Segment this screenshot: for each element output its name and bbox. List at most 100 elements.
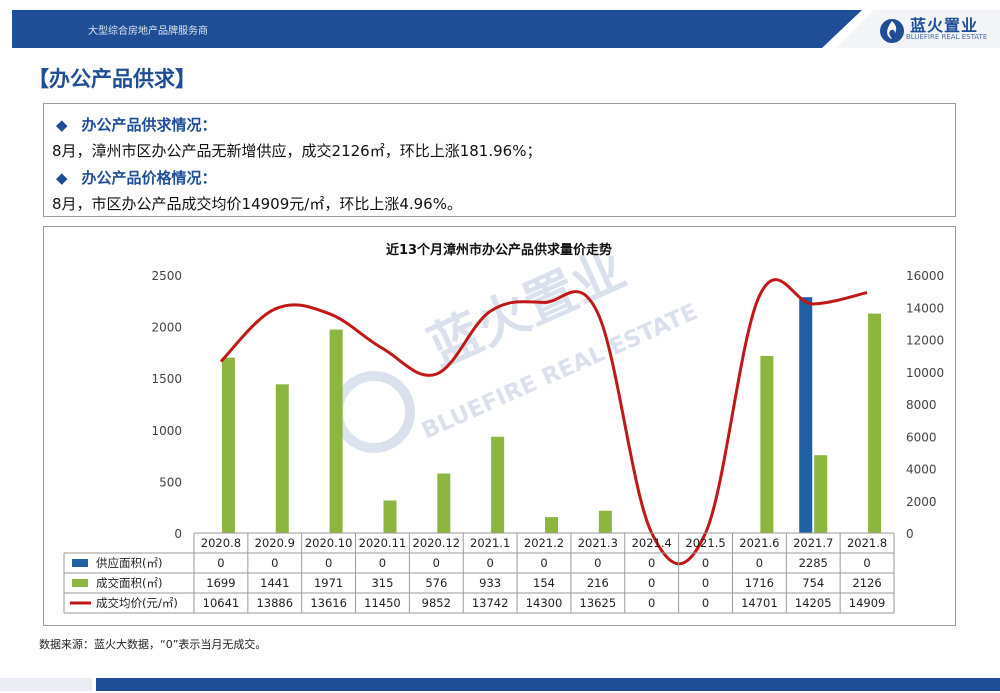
supply-heading-text: 办公产品供求情况： xyxy=(81,116,217,134)
price-line xyxy=(219,278,868,566)
table-cell: 0 xyxy=(863,556,870,570)
x-tick-label: 2021.3 xyxy=(578,536,618,550)
y-right-tick-label: 4000 xyxy=(906,463,937,477)
table-cell: 0 xyxy=(540,556,547,570)
y-right-tick-label: 2000 xyxy=(906,495,937,509)
x-tick-label: 2021.2 xyxy=(524,536,564,550)
table-cell: 315 xyxy=(371,576,393,590)
y-right-tick-label: 14000 xyxy=(906,301,944,315)
table-cell: 576 xyxy=(425,576,447,590)
deal-bar xyxy=(329,329,343,533)
series-label: 成交均价(元/㎡) xyxy=(96,596,178,610)
data-source-note: 数据来源：蓝火大数据，“0”表示当月无成交。 xyxy=(39,638,267,651)
y-right-tick-label: 16000 xyxy=(906,269,944,283)
table-cell: 13625 xyxy=(580,596,617,610)
y-left-tick-label: 2000 xyxy=(151,321,182,335)
y-right-tick-label: 0 xyxy=(906,527,914,541)
y-right-tick-label: 10000 xyxy=(906,366,944,380)
table-cell: 2126 xyxy=(852,576,881,590)
table-cell: 13742 xyxy=(472,596,509,610)
chart-bars xyxy=(221,297,882,533)
price-heading-text: 办公产品价格情况： xyxy=(81,169,217,187)
table-cell: 14909 xyxy=(849,596,886,610)
y-right-tick-label: 8000 xyxy=(906,398,937,412)
table-cell: 0 xyxy=(648,556,655,570)
table-cell: 0 xyxy=(486,556,493,570)
deal-bar xyxy=(868,313,882,533)
table-cell: 0 xyxy=(702,576,709,590)
deal-bar xyxy=(437,473,451,533)
x-tick-label: 2021.1 xyxy=(470,536,510,550)
chart-svg: 蓝火置业 BLUEFIRE REAL ESTATE 近13个月漳州市办公产品供求… xyxy=(63,239,944,614)
x-tick-label: 2021.7 xyxy=(793,536,833,550)
table-cell: 0 xyxy=(648,576,655,590)
legend-key xyxy=(72,579,88,587)
deal-bar xyxy=(275,384,289,533)
supply-text: 8月，漳州市区办公产品无新增供应，成交2126㎡，环比上涨181.96%； xyxy=(52,142,542,160)
chart-panel: 蓝火置业 BLUEFIRE REAL ESTATE 近13个月漳州市办公产品供求… xyxy=(43,226,956,626)
table-cell: 0 xyxy=(702,556,709,570)
table-cell: 1699 xyxy=(206,576,235,590)
supply-heading: ◆ 办公产品供求情况： xyxy=(56,114,217,135)
table-cell: 1716 xyxy=(745,576,774,590)
deal-bar xyxy=(760,355,774,533)
chart-data-table: 2020.8 2020.9 2020.10 2020.11 2020.12 2021.1 2… xyxy=(63,532,895,614)
table-cell: 13616 xyxy=(310,596,347,610)
y-left-tick-label: 1500 xyxy=(151,372,182,386)
deal-bar xyxy=(814,455,828,533)
info-box: ◆ 办公产品供求情况： 8月，漳州市区办公产品无新增供应，成交2126㎡，环比上涨… xyxy=(43,103,956,217)
table-cell: 0 xyxy=(702,596,709,610)
table-cell: 0 xyxy=(379,556,386,570)
brand-logo: 蓝火置业 BLUEFIRE REAL ESTATE xyxy=(876,12,996,46)
table-cell: 9852 xyxy=(422,596,451,610)
diamond-bullet-icon: ◆ xyxy=(56,116,68,134)
x-tick-label: 2021.4 xyxy=(632,536,672,550)
price-text: 8月，市区办公产品成交均价14909元/㎡，环比上涨4.96%。 xyxy=(52,195,462,213)
table-cell: 154 xyxy=(533,576,555,590)
deal-bar xyxy=(383,500,397,533)
y-left-tick-label: 2500 xyxy=(151,269,182,283)
watermark: 蓝火置业 BLUEFIRE REAL ESTATE xyxy=(333,239,702,453)
table-cell: 1971 xyxy=(314,576,343,590)
x-tick-label: 2020.8 xyxy=(201,536,241,550)
table-cell: 0 xyxy=(271,556,278,570)
section-title: 【办公产品供求】 xyxy=(28,67,196,91)
y-right-tick-label: 6000 xyxy=(906,430,937,444)
table-cell: 0 xyxy=(325,556,332,570)
y-right-tick-label: 12000 xyxy=(906,334,944,348)
x-tick-label: 2020.9 xyxy=(255,536,295,550)
table-cell: 10641 xyxy=(203,596,240,610)
diamond-bullet-icon: ◆ xyxy=(56,169,68,187)
y-left-tick-label: 500 xyxy=(159,475,182,489)
series-label: 成交面积(㎡) xyxy=(96,576,162,590)
table-cell: 0 xyxy=(594,556,601,570)
legend-key xyxy=(72,559,88,567)
table-cell: 0 xyxy=(433,556,440,570)
table-cell: 754 xyxy=(802,576,824,590)
x-tick-label: 2020.10 xyxy=(305,536,353,550)
table-cell: 2285 xyxy=(799,556,828,570)
watermark-flame-icon xyxy=(333,371,415,453)
deal-bar xyxy=(491,436,505,533)
table-cell: 933 xyxy=(479,576,501,590)
series-label: 供应面积(㎡) xyxy=(96,556,162,570)
x-tick-label: 2021.5 xyxy=(685,536,725,550)
footer-bar xyxy=(0,678,1000,691)
table-cell: 216 xyxy=(587,576,609,590)
table-cell: 1441 xyxy=(260,576,289,590)
chart-line xyxy=(219,278,868,566)
deal-bar xyxy=(545,517,558,533)
header-tagline: 大型综合房地产品牌服务商 xyxy=(88,26,208,37)
deal-bar xyxy=(221,357,235,533)
table-cell: 14300 xyxy=(526,596,563,610)
table-cell: 13886 xyxy=(256,596,293,610)
table-cell: 14701 xyxy=(741,596,778,610)
flame-logo-icon xyxy=(880,19,904,43)
x-tick-label: 2020.11 xyxy=(359,536,407,550)
x-tick-label: 2020.12 xyxy=(413,536,461,550)
supply-bar xyxy=(799,297,813,533)
table-cell: 0 xyxy=(756,556,763,570)
logo-name: 蓝火置业 xyxy=(910,16,979,35)
table-cell: 0 xyxy=(648,596,655,610)
header-bar xyxy=(12,10,1000,48)
